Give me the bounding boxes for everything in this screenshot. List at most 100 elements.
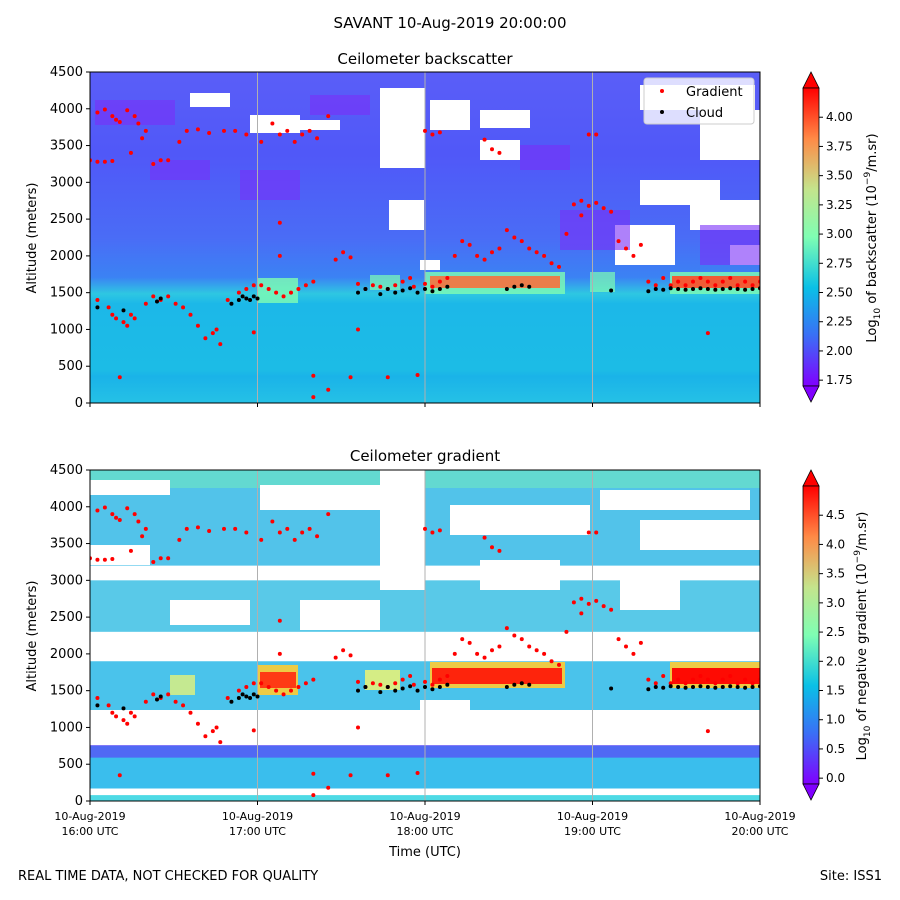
cloud-point: [609, 288, 614, 293]
cloud-point: [95, 703, 100, 708]
cloud-point: [504, 684, 509, 689]
cloud-point: [437, 286, 442, 291]
cloud-point: [683, 287, 688, 292]
colorbar-tick-label: 2.5: [826, 625, 845, 639]
gradient-point: [497, 246, 502, 251]
gradient-point: [244, 286, 249, 291]
gradient-point: [527, 644, 532, 649]
y-tick-label: 4500: [50, 463, 83, 478]
gradient-point: [549, 659, 554, 664]
colorbar-tick-label: 4.00: [826, 110, 853, 124]
gradient-point: [95, 159, 100, 164]
gradient-point: [128, 710, 133, 715]
gradient-point: [214, 327, 219, 332]
cloud-point: [95, 305, 100, 310]
legend: Gradient Cloud: [643, 77, 755, 125]
x-tick-label-time: 20:00 UTC: [731, 825, 788, 838]
gradient-point: [512, 235, 517, 240]
cloud-point: [720, 684, 725, 689]
y-tick-label: 1500: [50, 684, 83, 699]
footer-quality-note: REAL TIME DATA, NOT CHECKED FOR QUALITY: [18, 869, 319, 884]
gradient-point: [151, 294, 156, 299]
gradient-point: [300, 132, 305, 137]
gradient-point: [195, 525, 200, 530]
gradient-point: [437, 130, 442, 135]
gradient-point: [326, 785, 331, 790]
y-tick-label: 1500: [50, 286, 83, 301]
gradient-point: [289, 290, 293, 295]
gradient-point: [281, 294, 286, 299]
gradient-point: [117, 773, 122, 778]
gradient-point: [631, 651, 636, 656]
cloud-point: [229, 699, 234, 704]
gradient-point: [266, 286, 271, 291]
cloud-point: [408, 684, 413, 689]
gradient-point: [181, 305, 186, 310]
footer-site-label: Site: ISS1: [819, 869, 882, 884]
gradient-point: [430, 132, 435, 137]
gradient-point: [601, 604, 606, 609]
gradient-point: [609, 607, 614, 612]
gradient-point: [188, 312, 193, 317]
cloud-point: [698, 286, 703, 291]
gradient-point: [244, 684, 249, 689]
gradient-point: [128, 312, 133, 317]
gradient-point: [114, 117, 119, 122]
gradient-point: [326, 512, 331, 517]
cloud-point: [683, 685, 688, 690]
gradient-point: [125, 721, 130, 726]
colorbar-tick-label: 3.5: [826, 567, 845, 581]
gradient-point: [348, 375, 353, 380]
gradient-point: [110, 114, 115, 119]
gradient-title: Ceilometer gradient: [350, 447, 500, 465]
backscatter-gridlines: [257, 72, 593, 403]
cloud-point: [408, 286, 413, 291]
gradient-point: [594, 132, 599, 137]
gradient-point: [114, 714, 119, 719]
gradient-point: [277, 618, 282, 623]
gradient-point: [207, 131, 212, 136]
cloud-point: [121, 706, 126, 711]
gradient-point: [184, 526, 189, 531]
gradient-point: [728, 275, 733, 280]
gradient-point: [705, 729, 710, 734]
gradient-point: [311, 677, 316, 682]
gradient-point: [132, 114, 137, 119]
gradient-point: [519, 239, 524, 244]
cloud-point: [743, 685, 748, 690]
gradient-colorbar: 0.0 0.5 1.0 1.5 2.0 2.5 3.0 3.5 4.0 4.5 Log10 of …: [802, 469, 873, 801]
gradient-point: [705, 331, 710, 336]
gradient-point: [296, 286, 301, 291]
colorbar-tick-label: 3.0: [826, 596, 845, 610]
cloud-point: [527, 682, 532, 687]
gradient-point: [527, 246, 532, 251]
gradient-point: [233, 128, 238, 133]
gradient-point: [437, 677, 442, 682]
gradient-point: [445, 275, 450, 280]
cloud-point: [668, 684, 673, 689]
backscatter-y-ticks: 0 500 1000 1500 2000 2500 3000 3500 4000 4500: [50, 65, 90, 411]
cloud-point: [430, 289, 435, 294]
cloud-point: [445, 284, 450, 289]
gradient-point: [348, 255, 353, 260]
gradient-point: [423, 281, 427, 286]
gradient-colorbar-ticks: 0.0 0.5 1.0 1.5 2.0 2.5 3.0 3.5 4.0 4.5: [819, 508, 845, 785]
x-tick-label-time: 18:00 UTC: [396, 825, 453, 838]
y-tick-label: 2500: [50, 610, 83, 625]
gradient-colorbar-label: Log10 of negative gradient (10−9/m.sr): [853, 512, 873, 761]
gradient-point: [430, 284, 435, 289]
gradient-point: [214, 725, 219, 730]
gradient-point: [259, 139, 264, 144]
gradient-point: [356, 725, 360, 730]
cloud-point: [240, 692, 245, 697]
gradient-point: [210, 729, 215, 734]
gradient-point: [415, 373, 420, 378]
gradient-point: [624, 644, 628, 649]
x-tick-label-date: 10-Aug-2019: [54, 810, 125, 823]
gradient-point: [475, 651, 480, 656]
gradient-point: [504, 626, 509, 631]
colorbar-tick-label: 2.00: [826, 344, 853, 358]
y-tick-label: 1000: [50, 720, 83, 735]
gradient-point: [586, 203, 591, 208]
gradient-point: [482, 655, 487, 660]
